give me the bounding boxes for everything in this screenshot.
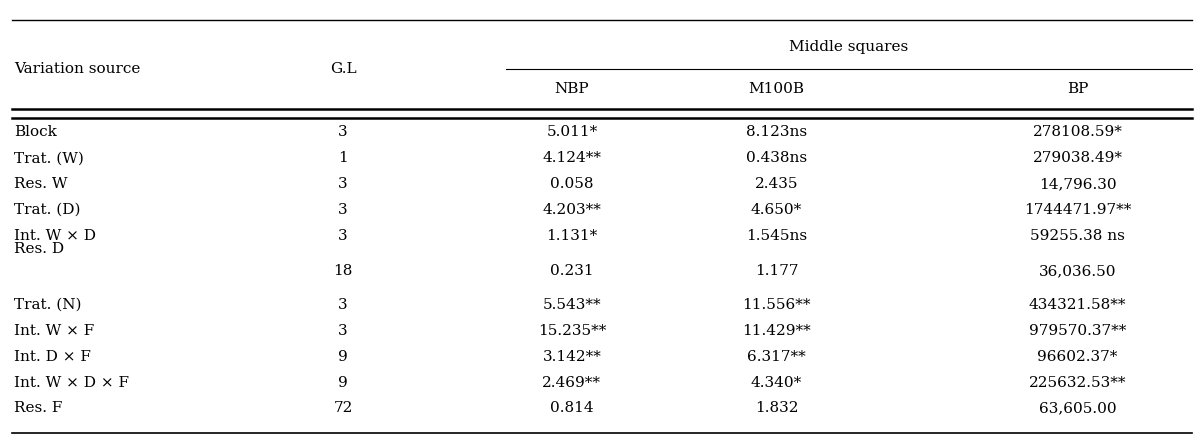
Text: 14,796.30: 14,796.30 [1039,177,1116,191]
Text: Int. W × D × F: Int. W × D × F [14,376,130,389]
Text: 0.058: 0.058 [550,177,594,191]
Text: 3: 3 [338,203,348,217]
Text: 225632.53**: 225632.53** [1029,376,1126,389]
Text: 72: 72 [334,401,353,415]
Text: 63,605.00: 63,605.00 [1039,401,1116,415]
Text: 0.438ns: 0.438ns [746,151,807,165]
Text: 4.203**: 4.203** [543,203,601,217]
Text: Middle squares: Middle squares [789,40,909,54]
Text: 59255.38 ns: 59255.38 ns [1031,229,1125,243]
Text: 278108.59*: 278108.59* [1033,125,1122,140]
Text: 1.832: 1.832 [755,401,798,415]
Text: Int. W × F: Int. W × F [14,324,95,338]
Text: 279038.49*: 279038.49* [1033,151,1122,165]
Text: NBP: NBP [555,82,589,96]
Text: 2.435: 2.435 [755,177,798,191]
Text: 434321.58**: 434321.58** [1029,298,1126,312]
Text: 36,036.50: 36,036.50 [1039,264,1116,278]
Text: 1744471.97**: 1744471.97** [1023,203,1132,217]
Text: 4.340*: 4.340* [751,376,802,389]
Text: 1.545ns: 1.545ns [746,229,807,243]
Text: 4.650*: 4.650* [751,203,802,217]
Text: 18: 18 [334,264,353,278]
Text: Variation source: Variation source [14,62,141,76]
Text: Trat. (W): Trat. (W) [14,151,84,165]
Text: Int. W × D: Int. W × D [14,229,96,243]
Text: 979570.37**: 979570.37** [1029,324,1126,338]
Text: 5.543**: 5.543** [543,298,601,312]
Text: 15.235**: 15.235** [538,324,606,338]
Text: Block: Block [14,125,58,140]
Text: 1: 1 [338,151,348,165]
Text: 9: 9 [338,376,348,389]
Text: Res. F: Res. F [14,401,63,415]
Text: 4.124**: 4.124** [542,151,602,165]
Text: 3: 3 [338,229,348,243]
Text: 0.814: 0.814 [550,401,594,415]
Text: Res. W: Res. W [14,177,67,191]
Text: 96602.37*: 96602.37* [1038,350,1117,363]
Text: Int. D × F: Int. D × F [14,350,92,363]
Text: 8.123ns: 8.123ns [746,125,807,140]
Text: G.L: G.L [330,62,356,76]
Text: 11.429**: 11.429** [742,324,811,338]
Text: 11.556**: 11.556** [743,298,810,312]
Text: BP: BP [1067,82,1088,96]
Text: 5.011*: 5.011* [547,125,597,140]
Text: 9: 9 [338,350,348,363]
Text: Res. D: Res. D [14,242,65,256]
Text: 3.142**: 3.142** [543,350,601,363]
Text: Trat. (N): Trat. (N) [14,298,82,312]
Text: M100B: M100B [749,82,804,96]
Text: 3: 3 [338,324,348,338]
Text: 2.469**: 2.469** [542,376,602,389]
Text: 1.131*: 1.131* [547,229,597,243]
Text: 3: 3 [338,125,348,140]
Text: 3: 3 [338,298,348,312]
Text: Trat. (D): Trat. (D) [14,203,81,217]
Text: 0.231: 0.231 [550,264,594,278]
Text: 3: 3 [338,177,348,191]
Text: 1.177: 1.177 [755,264,798,278]
Text: 6.317**: 6.317** [748,350,805,363]
